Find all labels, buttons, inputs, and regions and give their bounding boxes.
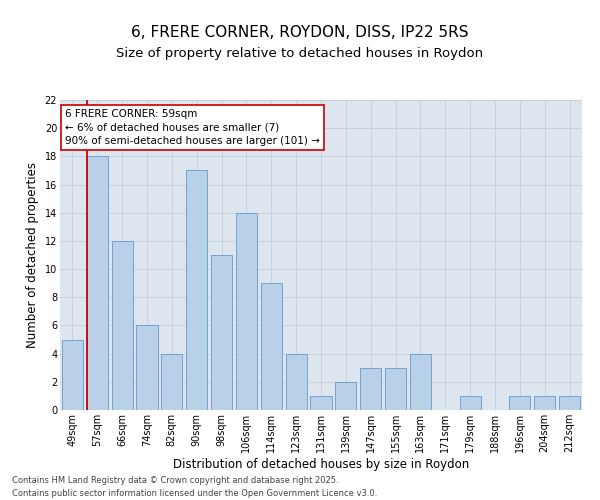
X-axis label: Distribution of detached houses by size in Roydon: Distribution of detached houses by size … <box>173 458 469 470</box>
Bar <box>161 354 182 410</box>
Bar <box>211 255 232 410</box>
Bar <box>385 368 406 410</box>
Text: Contains HM Land Registry data © Crown copyright and database right 2025.
Contai: Contains HM Land Registry data © Crown c… <box>12 476 377 498</box>
Text: Size of property relative to detached houses in Roydon: Size of property relative to detached ho… <box>116 48 484 60</box>
Bar <box>236 212 257 410</box>
Bar <box>261 283 282 410</box>
Bar <box>410 354 431 410</box>
Y-axis label: Number of detached properties: Number of detached properties <box>26 162 39 348</box>
Bar <box>310 396 332 410</box>
Bar <box>534 396 555 410</box>
Bar <box>112 241 133 410</box>
Text: 6 FRERE CORNER: 59sqm
← 6% of detached houses are smaller (7)
90% of semi-detach: 6 FRERE CORNER: 59sqm ← 6% of detached h… <box>65 110 320 146</box>
Bar <box>62 340 83 410</box>
Bar <box>559 396 580 410</box>
Text: 6, FRERE CORNER, ROYDON, DISS, IP22 5RS: 6, FRERE CORNER, ROYDON, DISS, IP22 5RS <box>131 25 469 40</box>
Bar <box>360 368 381 410</box>
Bar <box>87 156 108 410</box>
Bar <box>136 326 158 410</box>
Bar <box>286 354 307 410</box>
Bar <box>509 396 530 410</box>
Bar <box>335 382 356 410</box>
Bar <box>460 396 481 410</box>
Bar <box>186 170 207 410</box>
